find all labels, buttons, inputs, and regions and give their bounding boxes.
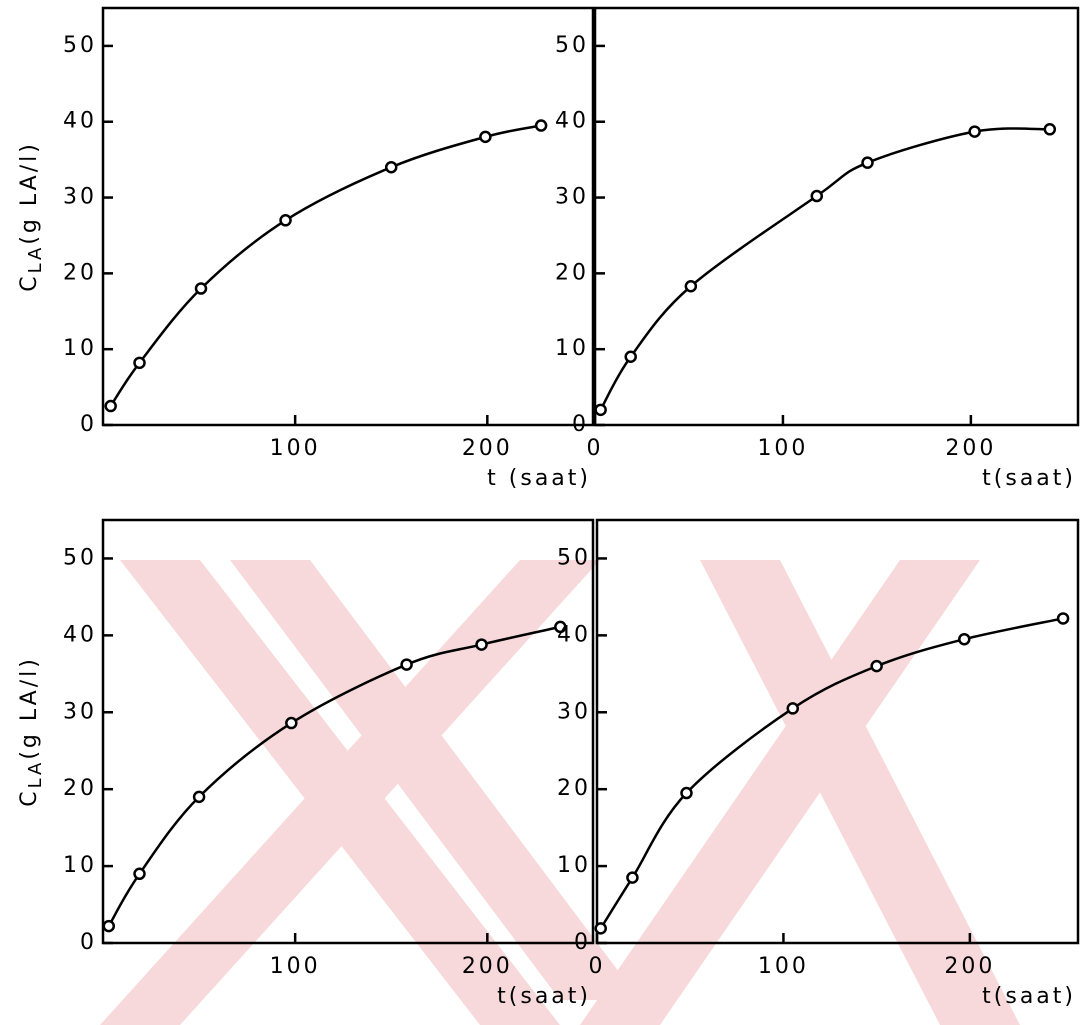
y-axis-label: CLA(g LA/l)	[17, 656, 46, 807]
data-point	[285, 716, 298, 730]
y-tick-label: 0	[574, 930, 591, 955]
y-tick-label: 50	[557, 545, 591, 570]
y-tick-label: 30	[557, 699, 591, 724]
y-tick-label: 0	[80, 412, 97, 437]
y-axis-label-part: C	[17, 273, 42, 291]
data-point	[684, 280, 698, 293]
y-tick-label: 20	[63, 260, 97, 285]
data-point	[594, 922, 607, 935]
y-tick-label: 10	[63, 336, 97, 361]
x-axis-label: t(saat)	[982, 984, 1076, 1009]
y-tick-label: 20	[557, 776, 591, 801]
x-tick-label: 100	[758, 954, 809, 979]
watermark-stroke	[230, 560, 640, 1000]
x-tick-label: 200	[944, 954, 995, 979]
y-tick-label: 30	[63, 699, 97, 724]
y-tick-label: 30	[555, 185, 589, 210]
data-point	[1056, 612, 1070, 625]
y-axis-label-part: LA	[25, 760, 46, 789]
y-tick-label: 0	[80, 930, 97, 955]
x-tick-label: 200	[462, 954, 513, 979]
data-point	[400, 658, 413, 671]
x-tick-label: 100	[757, 436, 808, 461]
data-point	[594, 403, 607, 417]
plot-frame	[595, 518, 1080, 945]
y-axis-label-part: C	[17, 788, 42, 806]
x-tick-label: 0	[589, 954, 606, 979]
y-tick-label: 30	[63, 185, 97, 210]
y-tick-label: 10	[555, 336, 589, 361]
x-tick-label: 100	[270, 436, 321, 461]
data-point	[102, 919, 116, 933]
watermark-stroke	[580, 560, 980, 1025]
x-axis-label: t(saat)	[497, 984, 591, 1009]
curve	[599, 127, 1050, 411]
x-tick-label: 0	[587, 436, 604, 461]
curve	[109, 124, 542, 407]
data-point	[192, 790, 206, 804]
y-tick-label: 20	[555, 260, 589, 285]
data-point	[861, 156, 874, 169]
data-point	[680, 786, 693, 800]
y-tick-label: 10	[63, 853, 97, 878]
plot-frame	[593, 6, 1080, 427]
data-point	[870, 659, 883, 673]
x-tick-label: 100	[270, 954, 321, 979]
data-point	[786, 702, 800, 715]
y-tick-label: 0	[572, 412, 589, 437]
plot-frame	[101, 518, 595, 945]
y-axis-label-part: LA	[25, 245, 46, 274]
data-point	[554, 620, 567, 634]
y-axis-label: CLA(g LA/l)	[17, 141, 46, 292]
data-point	[624, 350, 637, 364]
y-tick-label: 10	[557, 853, 591, 878]
y-tick-label: 40	[63, 622, 97, 647]
data-point	[279, 214, 292, 227]
data-point	[194, 282, 208, 295]
x-axis-label: t (saat)	[487, 466, 591, 491]
y-tick-label: 40	[557, 622, 591, 647]
y-tick-label: 20	[63, 776, 97, 801]
data-point	[133, 356, 146, 370]
data-point	[479, 130, 492, 144]
plot-frame	[101, 6, 595, 427]
data-point	[810, 189, 824, 203]
y-tick-label: 40	[63, 109, 97, 134]
data-point	[1043, 123, 1057, 136]
y-tick-label: 50	[555, 33, 589, 58]
y-tick-label: 50	[63, 545, 97, 570]
data-point	[534, 119, 548, 132]
data-point	[133, 867, 146, 881]
x-tick-label: 200	[945, 436, 996, 461]
data-point	[475, 638, 488, 651]
y-tick-label: 40	[555, 109, 589, 134]
y-axis-label-part: (g LA/l)	[17, 141, 42, 244]
watermark-stroke	[100, 560, 600, 1025]
watermark-stroke	[700, 560, 1020, 1025]
data-point	[626, 871, 639, 884]
data-point	[958, 632, 971, 646]
watermark	[100, 560, 1020, 1025]
data-point	[968, 125, 981, 138]
data-point	[384, 160, 398, 174]
x-tick-label: 200	[462, 436, 513, 461]
data-point	[104, 399, 117, 413]
y-axis-label-part: (g LA/l)	[17, 656, 42, 759]
x-axis-label: t(saat)	[982, 466, 1076, 491]
y-tick-label: 50	[63, 33, 97, 58]
